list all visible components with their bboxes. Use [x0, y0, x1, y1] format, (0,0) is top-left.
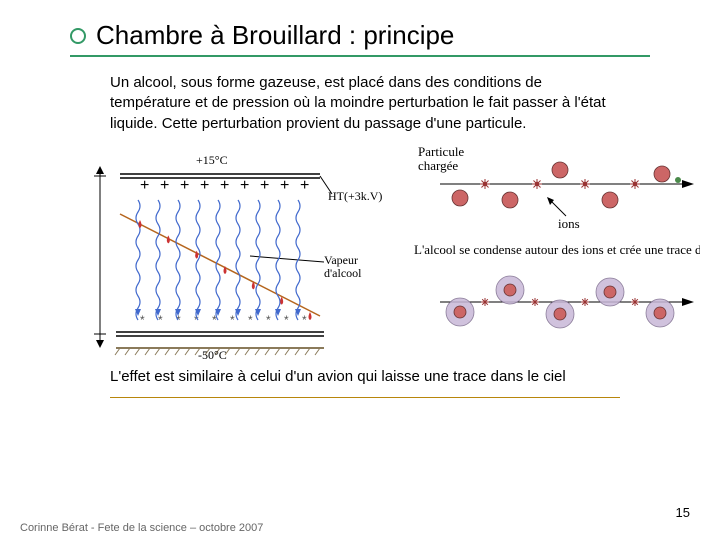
ions-label: ions [558, 216, 580, 231]
svg-text:*: * [266, 313, 271, 327]
svg-text:*: * [176, 313, 181, 327]
vapor-label: Vapeur d'alcool [324, 253, 362, 280]
condense-label: L'alcool se condense autour des ions et … [414, 242, 700, 257]
svg-text:*: * [284, 313, 289, 327]
bullet-icon [70, 28, 86, 44]
svg-text:+: + [260, 177, 269, 194]
svg-text:*: * [230, 313, 235, 327]
outro-underline [110, 397, 620, 398]
svg-text:+: + [300, 177, 309, 194]
svg-text:+: + [220, 177, 229, 194]
intro-text: Un alcool, sous forme gazeuse, est placé… [110, 73, 620, 134]
bottom-temp-label: -50°C [198, 348, 227, 359]
svg-text:+: + [180, 177, 189, 194]
title-underline [70, 55, 650, 57]
diagram-row: +15°C -50°C HT(+3k.V) Vapeur d'alcool + +… [80, 144, 650, 359]
outro-text: L'effet est similaire à celui d'un avion… [110, 367, 620, 387]
chamber-diagram: +15°C -50°C HT(+3k.V) Vapeur d'alcool + +… [80, 144, 400, 359]
footer-text: Corinne Bérat - Fete de la science – oct… [20, 522, 263, 534]
particle-label: Particule chargée [418, 144, 467, 173]
svg-text:+: + [200, 177, 209, 194]
top-temp-label: +15°C [196, 153, 228, 167]
ht-label: HT(+3k.V) [328, 189, 382, 203]
svg-text:+: + [140, 177, 149, 194]
svg-text:+: + [240, 177, 249, 194]
svg-text:*: * [158, 313, 163, 327]
ion-track-diagram: Particule chargée ions L'alcool se conde… [410, 144, 700, 359]
svg-text:*: * [302, 313, 307, 327]
slide-title: Chambre à Brouillard : principe [96, 20, 454, 51]
page-number: 15 [676, 505, 690, 520]
svg-text:*: * [140, 313, 145, 327]
svg-text:+: + [160, 177, 169, 194]
svg-text:*: * [248, 313, 253, 327]
svg-text:+: + [280, 177, 289, 194]
